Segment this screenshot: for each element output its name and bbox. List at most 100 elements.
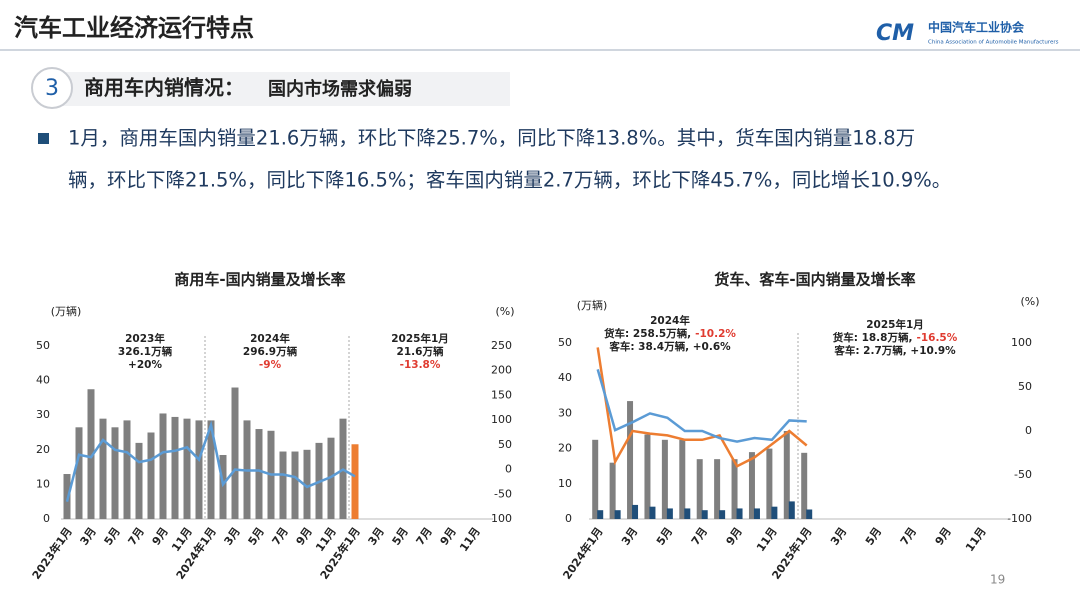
bar — [609, 462, 616, 519]
bar — [783, 431, 790, 519]
logo-cn: 中国汽车工业协会 — [928, 20, 1025, 35]
bar — [63, 474, 71, 519]
bar — [806, 509, 813, 519]
y-tick-label: 40 — [558, 371, 572, 384]
line-series — [596, 369, 807, 443]
y2-tick-label: -100 — [1007, 512, 1032, 525]
annotation: 21.6万辆 — [397, 345, 444, 358]
annotation-text: 2025年1月 — [391, 332, 449, 345]
y2-tick-label: -50 — [1014, 468, 1032, 481]
bar — [99, 418, 107, 519]
logo-en: China Association of Automobile Manufact… — [928, 40, 1059, 46]
bar — [614, 510, 621, 519]
y2-tick-label: 250 — [491, 339, 512, 352]
bar — [303, 449, 311, 519]
annotation: 货车: 18.8万辆, -16.5% — [832, 331, 958, 344]
y2-tick-label: 100 — [1011, 336, 1032, 349]
annotation-text: +20% — [128, 359, 162, 371]
bar — [661, 439, 668, 519]
bar — [291, 451, 299, 519]
bar — [195, 420, 203, 519]
y2-tick-label: 150 — [491, 388, 512, 401]
annotation-emphasis: -10.2% — [695, 328, 736, 340]
y-tick-label: 10 — [36, 477, 50, 490]
bar — [207, 420, 215, 519]
logo-mark: CM — [876, 21, 914, 46]
annotation: 2024年 — [650, 314, 690, 327]
chart-title: 商用车-国内销量及增长率 — [174, 271, 345, 289]
annotation: -9% — [259, 359, 282, 371]
y2-axis-label: (%) — [1020, 295, 1039, 308]
bar — [327, 437, 335, 519]
bar — [731, 459, 738, 519]
annotation-text: 2025年1月 — [866, 318, 924, 331]
bar — [147, 432, 155, 519]
bar — [183, 418, 191, 519]
bar — [736, 508, 743, 519]
section-number: 3 — [45, 76, 59, 101]
annotation-emphasis: -13.8% — [400, 359, 441, 371]
y2-tick-label: -50 — [494, 487, 512, 500]
bar — [219, 454, 227, 519]
annotation-text: 296.9万辆 — [243, 345, 298, 358]
section-band — [50, 72, 510, 106]
bar — [684, 508, 691, 519]
y2-tick-label: 200 — [491, 364, 512, 377]
page-number: 19 — [990, 573, 1005, 587]
y2-tick-label: 0 — [505, 463, 512, 476]
bar — [111, 427, 119, 519]
bullet-square — [38, 133, 49, 144]
y2-tick-label: 50 — [498, 438, 512, 451]
bar — [714, 459, 721, 519]
annotation: 2024年 — [250, 332, 290, 345]
bar — [666, 508, 673, 519]
annotation-emphasis: -16.5% — [916, 332, 957, 344]
bar — [255, 429, 263, 519]
bar — [696, 459, 703, 519]
annotation: 客车: 2.7万辆, +10.9% — [833, 344, 956, 357]
annotation: 2025年1月 — [391, 332, 449, 345]
bar — [135, 442, 143, 519]
annotation: +20% — [128, 359, 162, 371]
annotation: -13.8% — [400, 359, 441, 371]
bar — [644, 434, 651, 519]
bar — [679, 439, 686, 519]
chart-title: 货车、客车-国内销量及增长率 — [714, 271, 915, 289]
y-axis-label: (万辆) — [577, 298, 608, 312]
annotation-emphasis: -9% — [259, 359, 282, 371]
y-tick-label: 30 — [558, 406, 572, 419]
bar — [123, 420, 131, 519]
section-title: 商用车内销情况： — [84, 76, 244, 100]
annotation-text: 客车: 38.4万辆, +0.6% — [608, 340, 731, 353]
annotation: 客车: 38.4万辆, +0.6% — [608, 340, 731, 353]
y-axis-label: (万辆) — [51, 304, 82, 318]
y-tick-label: 50 — [558, 336, 572, 349]
bullet-line: 辆，环比下降21.5%，同比下降16.5%；客车国内销量2.7万辆，环比下降45… — [68, 169, 951, 192]
bar — [649, 506, 656, 519]
bar — [788, 501, 795, 519]
annotation-text: 货车: 18.8万辆, — [832, 331, 913, 344]
y-tick-label: 30 — [36, 408, 50, 421]
y2-axis-label: (%) — [495, 305, 514, 318]
y2-tick-label: 0 — [1025, 424, 1032, 437]
bar — [231, 387, 239, 519]
section-badge — [31, 67, 73, 109]
y-tick-label: 20 — [558, 442, 572, 455]
annotation-text: 21.6万辆 — [397, 345, 444, 358]
y-tick-label: 50 — [36, 339, 50, 352]
bullet-line: 1月，商用车国内销量21.6万辆，环比下降25.7%，同比下降13.8%。其中，… — [68, 127, 915, 150]
annotation: 296.9万辆 — [243, 345, 298, 358]
bar — [351, 444, 359, 519]
y-tick-label: 0 — [565, 512, 572, 525]
header-title: 汽车工业经济运行特点 — [14, 14, 254, 42]
line-series — [596, 347, 808, 468]
bar — [632, 504, 639, 519]
bar — [766, 448, 773, 519]
annotation-text: 2024年 — [250, 332, 290, 345]
bar — [597, 510, 604, 519]
y-tick-label: 10 — [558, 477, 572, 490]
y2-tick-label: -100 — [487, 512, 512, 525]
bar — [771, 506, 778, 519]
